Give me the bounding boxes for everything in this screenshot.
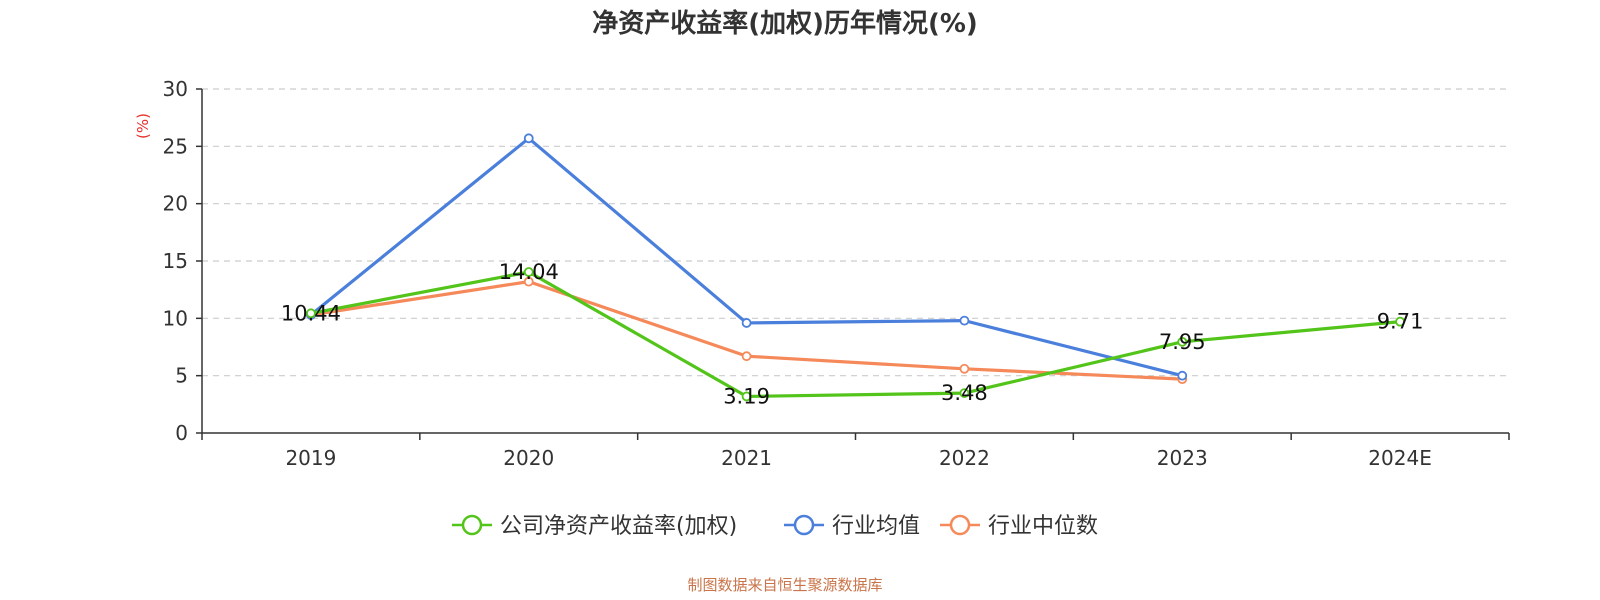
- series-line: [310, 280, 1183, 381]
- y-tick-label: 25: [163, 134, 188, 158]
- legend-label: 行业均值: [832, 514, 920, 539]
- legend-swatch-marker: [461, 514, 483, 536]
- data-label: 14.04: [499, 260, 559, 284]
- data-point[interactable]: [1177, 336, 1188, 347]
- data-label: 3.19: [723, 384, 770, 408]
- legend-label: 行业中位数: [988, 514, 1098, 539]
- data-point[interactable]: [959, 315, 970, 326]
- data-point[interactable]: [959, 388, 970, 398]
- data-point[interactable]: [959, 363, 970, 374]
- data-label: 9.71: [1377, 310, 1424, 334]
- legend-item[interactable]: 公司净资产收益率(加权): [452, 514, 737, 539]
- legend-item[interactable]: 行业中位数: [940, 514, 1098, 539]
- y-tick-label: 30: [163, 77, 188, 101]
- axes: 0 5 10 15 20 25 30 2019 2020 2021 2022 2023 2024E: [163, 77, 1510, 470]
- data-point[interactable]: [523, 133, 534, 144]
- x-tick-label: 2024E: [1368, 446, 1432, 470]
- data-label: 3.48: [941, 381, 988, 405]
- x-tick-label: 2019: [285, 446, 336, 470]
- y-axis-label: (%): [134, 113, 152, 139]
- legend-swatch-marker: [949, 514, 971, 536]
- data-label: 10.44: [281, 301, 341, 325]
- data-point[interactable]: [1177, 370, 1188, 381]
- series-line: [310, 270, 1401, 399]
- source-note: 制图数据来自恒生聚源数据库: [687, 576, 882, 594]
- y-tick-label: 5: [175, 364, 188, 388]
- data-point[interactable]: [306, 308, 316, 319]
- grid-lines: [202, 88, 1509, 377]
- data-point[interactable]: [741, 351, 752, 362]
- y-tick-label: 15: [163, 249, 188, 273]
- y-tick-label: 0: [175, 421, 188, 445]
- data-label: 7.95: [1159, 330, 1206, 354]
- chart-title: 净资产收益率(加权)历年情况(%): [592, 8, 978, 39]
- legend-swatch-marker: [793, 514, 815, 536]
- data-point[interactable]: [741, 318, 752, 328]
- y-tick-label: 10: [163, 306, 188, 330]
- x-tick-label: 2021: [721, 446, 772, 470]
- legend-label: 公司净资产收益率(加权): [500, 514, 737, 539]
- series-layer: [306, 133, 1405, 402]
- data-point[interactable]: [523, 267, 534, 277]
- x-tick-label: 2022: [939, 446, 990, 470]
- data-point[interactable]: [1395, 316, 1405, 327]
- x-tick-label: 2020: [503, 446, 554, 470]
- legend-item[interactable]: 行业均值: [784, 514, 920, 539]
- y-tick-label: 20: [163, 192, 188, 216]
- data-labels: 10.44 14.04 3.19 3.48 7.95 9.71: [281, 260, 1424, 408]
- series-line: [309, 136, 1183, 378]
- legend[interactable]: 公司净资产收益率(加权) 行业均值 行业中位数: [452, 514, 1098, 539]
- data-point[interactable]: [741, 391, 752, 402]
- x-tick-label: 2023: [1157, 446, 1208, 470]
- data-point[interactable]: [523, 276, 534, 287]
